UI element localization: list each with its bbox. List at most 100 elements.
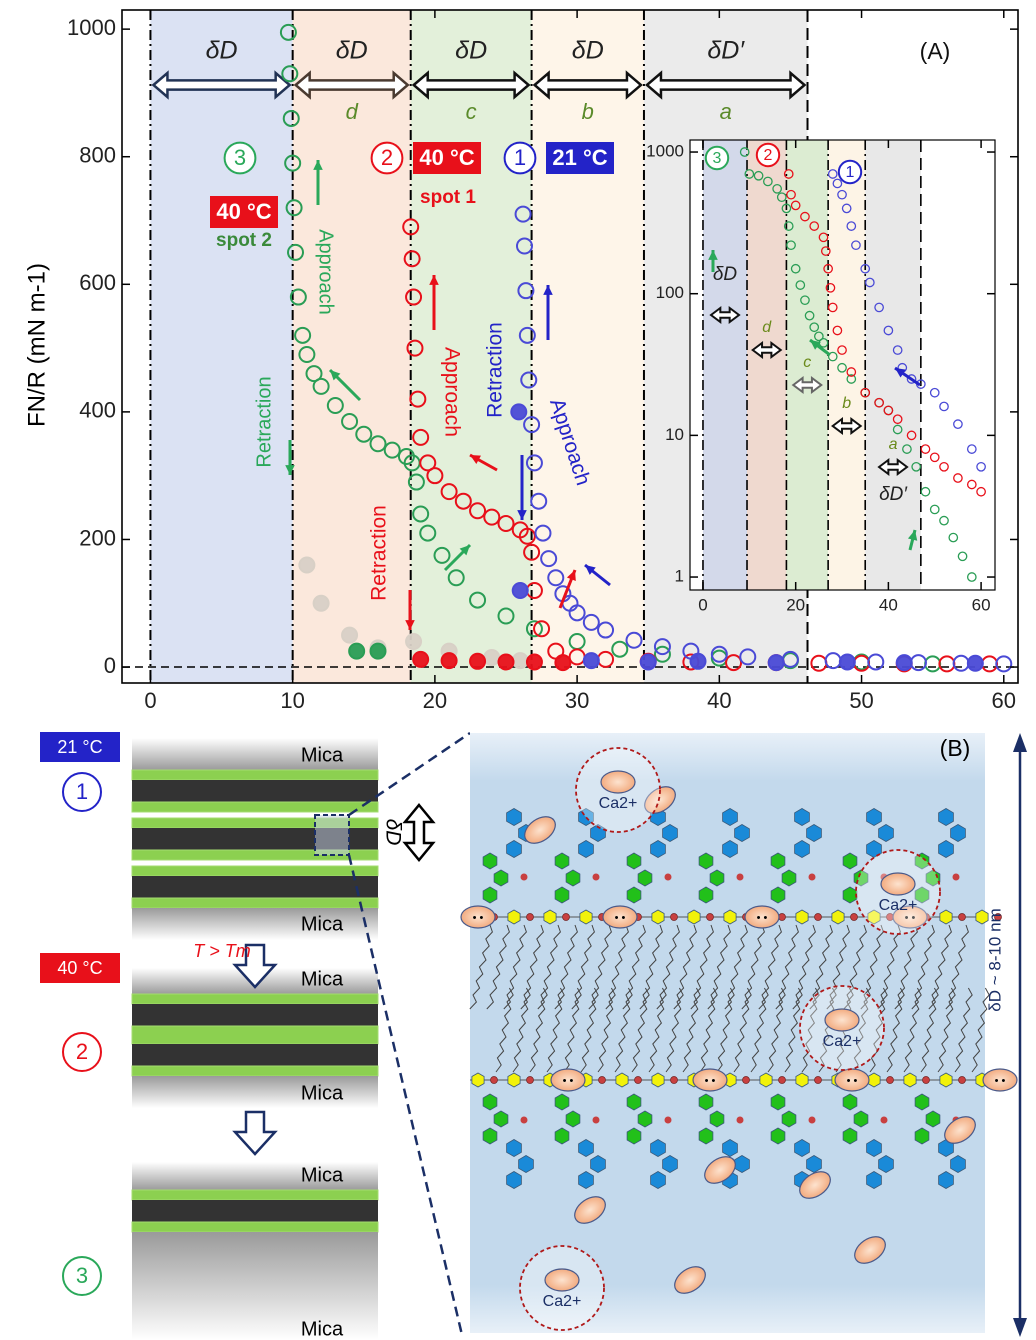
phosphate	[671, 914, 678, 921]
sugar-unit	[627, 887, 641, 903]
region-sublabel: d	[762, 319, 772, 336]
headgroup-layer	[132, 1066, 378, 1076]
annotation: 3	[713, 150, 722, 167]
data-point	[584, 653, 599, 668]
phosphate	[527, 1077, 534, 1084]
data-point	[499, 654, 514, 669]
x-tick-label: 40	[879, 595, 898, 614]
thickness-label: δD	[381, 819, 404, 846]
mica-label: Mica	[301, 968, 344, 990]
sugar-unit	[507, 841, 522, 858]
sugar-unit	[651, 841, 666, 858]
glycerol-unit	[760, 1073, 772, 1087]
sugar-unit	[507, 1140, 522, 1157]
sugar-unit	[579, 841, 594, 858]
transition-arrow	[235, 1112, 275, 1154]
data-point	[342, 628, 357, 643]
sugar-unit	[579, 1172, 594, 1189]
x-tick-label: 10	[280, 688, 304, 713]
headgroup-layer	[132, 866, 378, 876]
cation-charge: • •	[473, 912, 484, 924]
charge	[593, 1117, 600, 1124]
x-tick-label: 50	[849, 688, 873, 713]
region	[865, 140, 921, 590]
glycerol-unit	[940, 1073, 952, 1087]
region-label: δD	[336, 37, 368, 65]
sugar-unit	[555, 853, 569, 869]
cation-charge: • •	[615, 912, 626, 924]
tail-layer	[132, 876, 378, 898]
zoom-box	[315, 815, 349, 855]
charge	[809, 1117, 816, 1124]
data-point	[470, 654, 485, 669]
sugar-unit	[591, 1156, 606, 1173]
region	[703, 140, 747, 590]
glycerol-unit	[652, 1073, 664, 1087]
charge	[665, 1117, 672, 1124]
sugar-unit	[710, 1111, 724, 1127]
data-point	[314, 596, 329, 611]
ion-label: Ca2+	[879, 897, 918, 914]
phosphate	[815, 1077, 822, 1084]
region	[747, 140, 786, 590]
annotation: 1	[846, 164, 855, 181]
sugar-unit	[555, 1128, 569, 1144]
charge	[737, 874, 744, 881]
phosphate	[779, 1077, 786, 1084]
mica-label: Mica	[301, 744, 344, 766]
sugar-unit	[638, 1111, 652, 1127]
phosphate	[491, 1077, 498, 1084]
x-tick-label: 60	[972, 595, 991, 614]
sugar-unit	[723, 809, 738, 826]
charge	[881, 1117, 888, 1124]
stage-number: 3	[76, 1263, 88, 1288]
tail-layer	[132, 1004, 378, 1026]
ion-label: Ca2+	[823, 1033, 862, 1050]
data-point	[484, 650, 499, 665]
sugar-unit	[879, 1156, 894, 1173]
tail-layer	[132, 780, 378, 802]
transition-label: T > Tm	[193, 941, 251, 961]
data-point	[897, 655, 912, 670]
sugar-unit	[579, 1140, 594, 1157]
sugar-unit	[915, 1094, 929, 1110]
sugar-unit	[663, 1156, 678, 1173]
charge	[953, 874, 960, 881]
thickness-arrow	[405, 805, 433, 860]
region-label: δD	[572, 37, 604, 65]
phosphate	[923, 1077, 930, 1084]
phosphate	[887, 1077, 894, 1084]
sugar-unit	[627, 1094, 641, 1110]
sugar-unit	[926, 1111, 940, 1127]
page: δDδDdδDcδDbδD′a0102030405060020040060080…	[0, 0, 1036, 1340]
sugar-unit	[951, 825, 966, 842]
y-tick-label: 400	[79, 398, 116, 423]
sugar-unit	[771, 853, 785, 869]
sugar-unit	[951, 1156, 966, 1173]
y-tick-label: 10	[665, 425, 684, 444]
phosphate	[743, 1077, 750, 1084]
y-tick-label: 800	[79, 143, 116, 168]
glycerol-unit	[796, 910, 808, 924]
region-sublabel: d	[346, 99, 359, 124]
sugar-unit	[699, 1094, 713, 1110]
annotation: 40 °C	[216, 199, 271, 224]
sugar-unit	[723, 841, 738, 858]
glycerol-unit	[508, 910, 520, 924]
ion-label: Ca2+	[599, 795, 638, 812]
sugar-unit	[807, 1156, 822, 1173]
y-tick-label: 1	[675, 567, 684, 586]
charge	[521, 1117, 528, 1124]
region-label: δD′	[879, 484, 908, 505]
y-tick-label: 600	[79, 270, 116, 295]
headgroup-layer	[132, 1222, 378, 1232]
sugar-unit	[699, 1128, 713, 1144]
sugar-unit	[507, 1172, 522, 1189]
data-point	[406, 634, 421, 649]
sugar-unit	[710, 870, 724, 886]
data-point	[413, 652, 428, 667]
phosphate	[851, 914, 858, 921]
scale-arrowhead	[1013, 733, 1027, 752]
sugar-unit	[483, 887, 497, 903]
sugar-unit	[627, 853, 641, 869]
